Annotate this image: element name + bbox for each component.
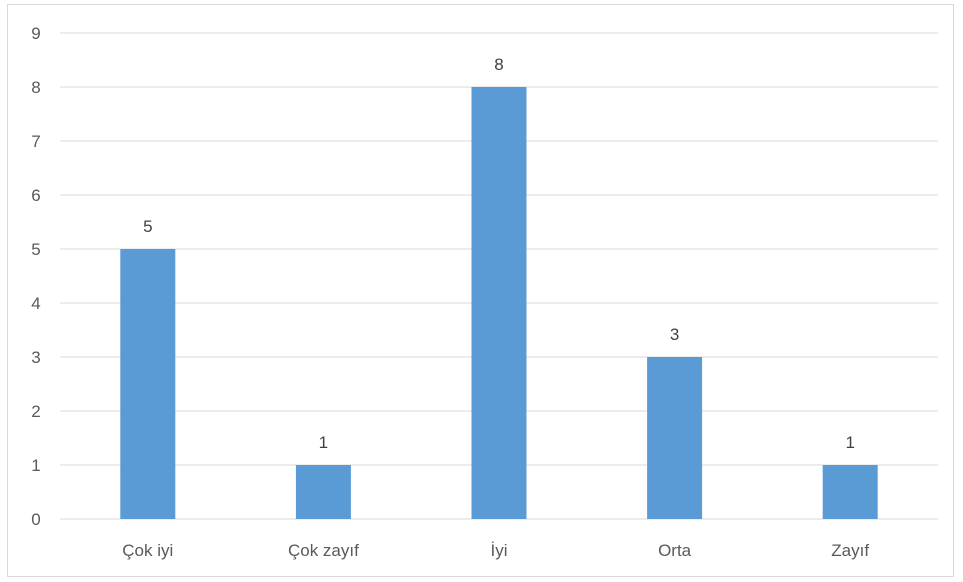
x-category-label: Çok zayıf — [288, 541, 359, 560]
y-tick-label: 6 — [31, 186, 40, 205]
y-tick-label: 8 — [31, 78, 40, 97]
bar-2 — [296, 465, 351, 519]
y-tick-label: 3 — [31, 348, 40, 367]
y-tick-label: 4 — [31, 294, 40, 313]
x-category-label: Orta — [658, 541, 692, 560]
y-tick-label: 0 — [31, 510, 40, 529]
data-label: 1 — [319, 433, 328, 452]
data-label: 8 — [494, 55, 503, 74]
x-axis-category-labels: Çok iyi Çok zayıf İyi Orta Zayıf — [122, 541, 869, 560]
bar-4 — [647, 357, 702, 519]
y-tick-label: 2 — [31, 402, 40, 421]
x-category-label: Çok iyi — [122, 541, 173, 560]
y-tick-label: 9 — [31, 24, 40, 43]
y-tick-label: 7 — [31, 132, 40, 151]
bar-1 — [120, 249, 175, 519]
data-label: 5 — [143, 217, 152, 236]
bar-5 — [823, 465, 878, 519]
bar-3 — [472, 87, 527, 519]
x-category-label: Zayıf — [831, 541, 869, 560]
data-label: 1 — [845, 433, 854, 452]
y-tick-label: 1 — [31, 456, 40, 475]
y-axis-tick-labels: 0 1 2 3 4 5 6 7 8 9 — [31, 24, 40, 529]
x-category-label: İyi — [491, 541, 508, 560]
y-tick-label: 5 — [31, 240, 40, 259]
data-label: 3 — [670, 325, 679, 344]
